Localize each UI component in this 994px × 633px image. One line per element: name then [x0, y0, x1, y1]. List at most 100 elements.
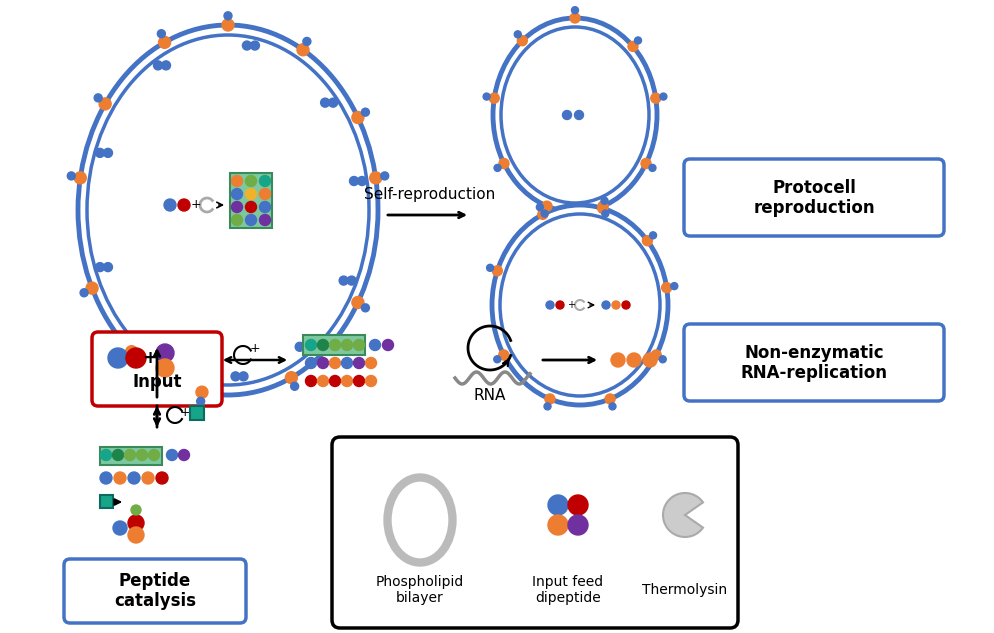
Circle shape [317, 375, 328, 387]
Text: +: + [142, 349, 157, 367]
Text: Input: Input [132, 373, 182, 391]
Circle shape [651, 350, 661, 360]
Circle shape [99, 98, 111, 110]
Ellipse shape [87, 35, 369, 385]
Circle shape [179, 449, 190, 460]
Circle shape [494, 356, 501, 363]
Circle shape [643, 353, 657, 367]
Circle shape [370, 339, 381, 351]
Text: RNA: RNA [474, 387, 506, 403]
Circle shape [259, 215, 270, 225]
Circle shape [634, 37, 641, 44]
Circle shape [103, 148, 112, 158]
Circle shape [95, 263, 104, 272]
Circle shape [167, 449, 178, 460]
Ellipse shape [500, 214, 660, 396]
Circle shape [142, 472, 154, 484]
Circle shape [156, 344, 174, 362]
Circle shape [114, 472, 126, 484]
Circle shape [662, 283, 672, 292]
Circle shape [544, 403, 551, 410]
Circle shape [342, 358, 353, 368]
FancyBboxPatch shape [64, 559, 246, 623]
Circle shape [81, 289, 88, 297]
Circle shape [366, 358, 377, 368]
Circle shape [671, 282, 678, 290]
Circle shape [598, 201, 608, 211]
FancyBboxPatch shape [92, 332, 222, 406]
Circle shape [352, 111, 364, 123]
Text: +: + [180, 406, 190, 418]
FancyBboxPatch shape [332, 437, 738, 628]
Circle shape [156, 359, 174, 377]
Circle shape [113, 521, 127, 535]
Circle shape [317, 339, 328, 351]
Circle shape [232, 189, 243, 199]
Circle shape [611, 353, 625, 367]
Circle shape [352, 296, 364, 308]
Circle shape [602, 301, 610, 309]
Circle shape [329, 339, 341, 351]
Circle shape [164, 199, 176, 211]
Bar [100, 447, 162, 465]
Circle shape [362, 304, 370, 312]
Circle shape [350, 177, 359, 185]
Circle shape [659, 356, 666, 363]
Circle shape [542, 201, 552, 211]
Circle shape [383, 339, 394, 351]
Circle shape [222, 19, 234, 31]
Circle shape [297, 44, 309, 56]
Circle shape [642, 235, 652, 246]
Circle shape [153, 350, 162, 359]
Circle shape [156, 472, 168, 484]
Circle shape [231, 372, 240, 381]
Circle shape [660, 93, 667, 100]
Circle shape [243, 41, 251, 50]
Circle shape [622, 301, 630, 309]
Circle shape [317, 358, 328, 368]
Circle shape [649, 232, 657, 239]
Circle shape [370, 172, 382, 184]
Circle shape [161, 61, 171, 70]
Circle shape [366, 375, 377, 387]
Circle shape [75, 172, 86, 184]
Text: Protocell
reproduction: Protocell reproduction [753, 179, 875, 217]
Circle shape [178, 199, 190, 211]
Circle shape [487, 265, 494, 272]
Circle shape [246, 215, 256, 225]
Circle shape [492, 266, 502, 276]
Circle shape [556, 301, 564, 309]
FancyBboxPatch shape [684, 159, 944, 236]
Circle shape [128, 515, 144, 531]
Circle shape [239, 372, 248, 381]
Circle shape [103, 263, 112, 272]
Circle shape [499, 158, 509, 168]
Circle shape [196, 386, 208, 398]
Wedge shape [663, 493, 703, 537]
Circle shape [572, 7, 579, 14]
Circle shape [563, 111, 572, 120]
Text: Input feed
dipeptide: Input feed dipeptide [533, 575, 603, 605]
Bar [100, 495, 113, 508]
Ellipse shape [492, 205, 668, 405]
Text: Thermolysin: Thermolysin [642, 583, 728, 597]
Circle shape [125, 346, 137, 358]
Circle shape [546, 301, 554, 309]
Circle shape [161, 350, 171, 359]
Circle shape [339, 276, 348, 285]
Circle shape [329, 375, 341, 387]
Circle shape [126, 348, 146, 368]
Circle shape [354, 339, 365, 351]
Circle shape [499, 350, 509, 360]
Circle shape [157, 30, 165, 38]
Text: +: + [191, 199, 202, 211]
Ellipse shape [78, 25, 378, 395]
Circle shape [95, 148, 104, 158]
Circle shape [285, 372, 297, 384]
Circle shape [259, 189, 270, 199]
Circle shape [537, 204, 544, 211]
Circle shape [295, 342, 304, 351]
Circle shape [131, 505, 141, 515]
Circle shape [250, 41, 259, 50]
Circle shape [148, 449, 159, 460]
